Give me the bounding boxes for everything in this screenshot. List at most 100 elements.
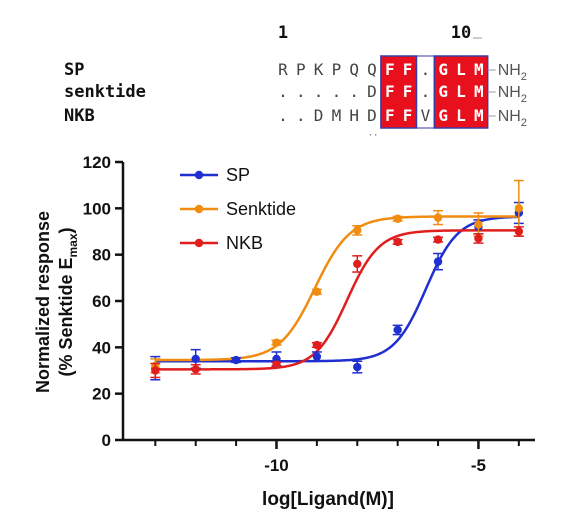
y-axis-label-line2-end: ) xyxy=(56,227,76,233)
data-point-nkb xyxy=(433,235,443,244)
residue-sp-4: P xyxy=(332,60,342,79)
data-point-nkb xyxy=(514,227,524,236)
residue-nkb-1: . xyxy=(278,106,288,125)
amide-label-main: NH xyxy=(498,62,521,79)
data-point-nkb xyxy=(393,237,402,247)
residue-senktide-9: . xyxy=(421,82,431,101)
residue-sp-5: Q xyxy=(349,60,359,79)
data-point-sp xyxy=(191,354,200,364)
data-point-senktide xyxy=(474,220,483,229)
residue-nkb-8: F xyxy=(403,106,413,125)
data-points xyxy=(150,179,524,381)
residue-nkb-5: H xyxy=(349,106,359,125)
residue-sp-3: K xyxy=(314,60,324,79)
data-point-sp xyxy=(393,325,402,335)
residue-senktide-3: . xyxy=(314,82,324,101)
data-point-nkb xyxy=(353,259,362,269)
legend-marker-senktide xyxy=(194,204,204,214)
y-tick-label: 100 xyxy=(83,199,111,218)
residue-senktide-10: G xyxy=(438,82,448,101)
residue-number-1: 1 xyxy=(278,23,288,43)
residue-senktide-2: . xyxy=(296,82,306,101)
residue-nkb-12: M xyxy=(474,106,484,125)
data-point-nkb xyxy=(191,365,200,374)
residue-nkb-2: . xyxy=(296,106,306,125)
residue-sp-7: F xyxy=(385,60,395,79)
x-tick-label: -10 xyxy=(264,456,289,475)
conserved-highlight-block xyxy=(434,56,488,128)
residue-nkb-7: F xyxy=(385,106,395,125)
residue-senktide-11: L xyxy=(456,82,466,101)
residue-senktide-1: . xyxy=(278,82,288,101)
y-tick-label: 0 xyxy=(102,431,111,450)
x-tick-label: -5 xyxy=(471,456,486,475)
residue-sp-12: M xyxy=(474,60,484,79)
y-axis-label-line2-sub: max xyxy=(66,233,80,257)
x-axis-label: log[Ligand(M)] xyxy=(262,489,394,510)
residue-nkb-10: G xyxy=(438,106,448,125)
residue-senktide-6: D xyxy=(367,82,377,101)
y-tick-label: 20 xyxy=(92,385,111,404)
residue-marker-dot: ·· xyxy=(368,131,379,141)
residue-nkb-3: D xyxy=(314,106,324,125)
peptide-name-senktide: senktide xyxy=(64,82,146,102)
amide-label: NH2 xyxy=(498,84,527,105)
fit-curve-sp xyxy=(155,215,519,363)
y-axis-label: Normalized response (% Senktide Emax) xyxy=(33,211,80,393)
residue-sp-8: F xyxy=(403,60,413,79)
residue-sp-6: Q xyxy=(367,60,377,79)
data-point-senktide xyxy=(433,213,443,222)
amide-label-main: NH xyxy=(498,108,521,125)
amide-label-sub: 2 xyxy=(521,117,527,129)
data-point-senktide xyxy=(272,338,281,347)
legend-label-nkb: NKB xyxy=(226,233,263,253)
legend-label-senktide: Senktide xyxy=(226,199,296,219)
residue-sp-9: . xyxy=(421,60,431,79)
amide-label-sub: 2 xyxy=(521,71,527,83)
data-point-sp xyxy=(433,257,443,266)
fit-curve-nkb xyxy=(155,229,519,371)
residue-nkb-9: V xyxy=(421,106,431,125)
residue-sp-10: G xyxy=(438,60,448,79)
residue-senktide-5: . xyxy=(349,82,359,101)
residue-nkb-6: D xyxy=(367,106,377,125)
residue-senktide-4: . xyxy=(332,82,342,101)
amide-label: NH2 xyxy=(498,62,527,83)
fit-curve-senktide xyxy=(155,215,519,362)
residue-senktide-12: M xyxy=(474,82,484,101)
y-axis-label-line2-main: (% Senktide E xyxy=(56,258,76,377)
legend-label-sp: SP xyxy=(226,165,250,185)
residue-senktide-8: F xyxy=(403,82,413,101)
residue-senktide-7: F xyxy=(385,82,395,101)
data-point-nkb xyxy=(272,360,281,369)
y-tick-label: 80 xyxy=(92,246,111,265)
legend-marker-nkb xyxy=(194,238,204,248)
data-point-nkb xyxy=(312,340,322,350)
data-point-nkb xyxy=(474,234,483,243)
residue-sp-11: L xyxy=(456,60,466,79)
residue-sp-1: R xyxy=(278,60,288,79)
amide-label-main: NH xyxy=(498,84,521,101)
y-tick-label: 120 xyxy=(83,153,111,172)
y-axis-label-line1: Normalized response xyxy=(33,211,53,393)
residue-sp-2: P xyxy=(296,60,306,79)
fit-curves xyxy=(155,215,519,371)
y-axis-label-line2: (% Senktide Emax) xyxy=(56,227,80,376)
y-tick-label: 40 xyxy=(92,338,111,357)
residue-number-10: 10 xyxy=(451,23,471,43)
peptide-name-sp: SP xyxy=(64,60,84,80)
legend: SP Senktide NKB xyxy=(180,165,296,253)
x-axis: -10 -5 xyxy=(123,438,535,475)
variable-box-outline xyxy=(416,55,435,129)
data-point-sp xyxy=(231,355,241,365)
residue-nkb-11: L xyxy=(456,106,466,125)
data-point-sp xyxy=(312,352,322,361)
y-tick-label: 60 xyxy=(92,292,111,311)
data-point-sp xyxy=(353,362,362,372)
y-axis: 0 20 40 60 80 100 120 xyxy=(83,153,125,450)
amide-label: NH2 xyxy=(498,108,527,129)
data-point-senktide xyxy=(514,204,524,213)
peptide-name-nkb: NKB xyxy=(64,106,95,126)
